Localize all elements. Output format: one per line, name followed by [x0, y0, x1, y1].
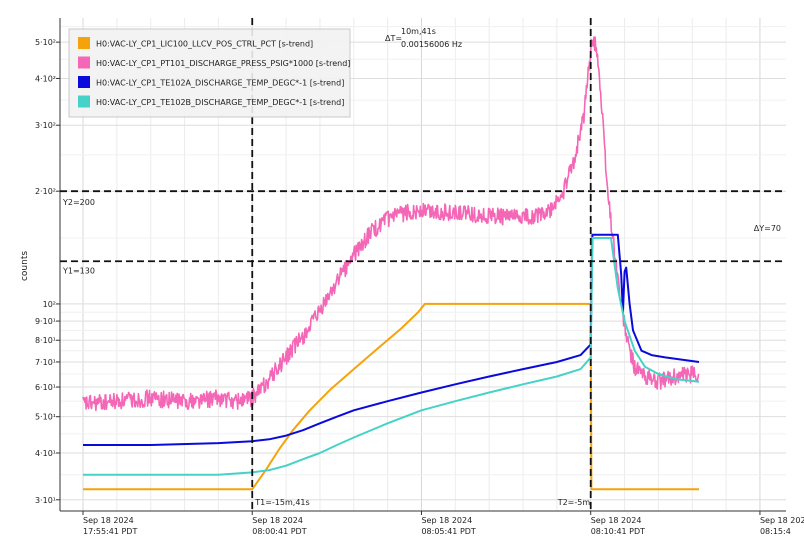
y-tick-label: 4·10¹	[35, 449, 56, 458]
cursor-label: ΔY=70	[754, 224, 781, 233]
axes: 3·10¹ 4·10¹ 5·10¹ 6·10¹ 7·10¹ 8·10¹ 9·10¹ 10² 2·…	[35, 18, 804, 536]
x-tick-label: Sep 18 2024	[760, 516, 804, 525]
cursor-label: Y1=130	[62, 266, 95, 275]
y-tick-label: 5·10²	[35, 38, 56, 47]
y-tick-label: 3·10²	[35, 121, 56, 130]
y-tick-label: 5·10¹	[35, 413, 56, 422]
legend-label-4: H0:VAC-LY_CP1_TE102B_DISCHARGE_TEMP_DEGC…	[96, 98, 344, 107]
y-tick-label: 3·10¹	[35, 496, 56, 505]
x-tick-label: 08:05:41 PDT	[421, 527, 475, 536]
x-tick-label: 08:10:41 PDT	[591, 527, 645, 536]
series-line-4	[83, 237, 700, 476]
x-tick-label: Sep 18 2024	[421, 516, 472, 525]
y-tick-label: 6·10¹	[35, 383, 56, 392]
y-tick-label: 10²	[43, 300, 56, 309]
cursor-label: 0.00156006 Hz	[401, 40, 462, 49]
x-tick-label: Sep 18 2024	[591, 516, 642, 525]
legend-swatch-3	[78, 76, 90, 88]
cursor-label: 10m,41s	[401, 27, 436, 36]
series-line-1	[83, 302, 699, 491]
y-tick-label: 7·10¹	[35, 358, 56, 367]
y-tick-label: 2·10²	[35, 187, 56, 196]
cursor-label: T2=-5m	[557, 498, 591, 507]
cursor-label: ΔT=	[385, 34, 402, 43]
cursor-label: Y2=200	[62, 198, 95, 207]
x-tick-label: 08:15:4	[760, 527, 791, 536]
legend-label-1: H0:VAC-LY_CP1_LIC100_LLCV_POS_CTRL_PCT […	[96, 40, 313, 49]
series-group	[82, 36, 700, 491]
legend-label-3: H0:VAC-LY_CP1_TE102A_DISCHARGE_TEMP_DEGC…	[96, 79, 344, 88]
y-tick-label: 8·10¹	[35, 336, 56, 345]
legend: H0:VAC-LY_CP1_LIC100_LLCV_POS_CTRL_PCT […	[68, 28, 351, 118]
legend-swatch-2	[78, 56, 90, 69]
y-tick-label: 9·10¹	[35, 317, 56, 326]
y-tick-label: 4·10²	[35, 74, 56, 83]
legend-swatch-4	[78, 95, 90, 108]
x-tick-label: 17:55:41 PDT	[83, 527, 137, 536]
legend-box	[68, 28, 351, 118]
legend-swatch-1	[78, 37, 90, 49]
y-axis-label: counts	[20, 251, 30, 281]
x-tick-label: 08:00:41 PDT	[252, 527, 306, 536]
legend-label-2: H0:VAC-LY_CP1_PT101_DISCHARGE_PRESS_PSIG…	[96, 59, 350, 68]
x-tick-label: Sep 18 2024	[252, 516, 303, 525]
cursor-label: T1=-15m,41s	[254, 498, 309, 507]
x-tick-label: Sep 18 2024	[83, 516, 134, 525]
series-line-2	[82, 36, 700, 412]
series-line-3	[83, 233, 700, 446]
